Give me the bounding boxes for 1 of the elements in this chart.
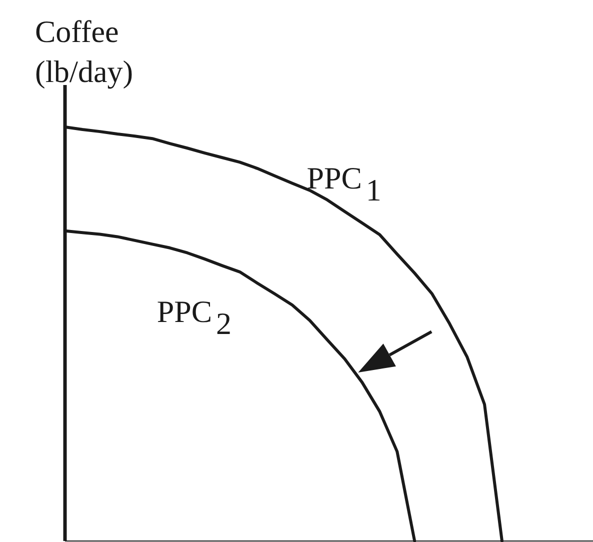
y-axis-title: Coffee (lb/day) xyxy=(35,14,134,89)
